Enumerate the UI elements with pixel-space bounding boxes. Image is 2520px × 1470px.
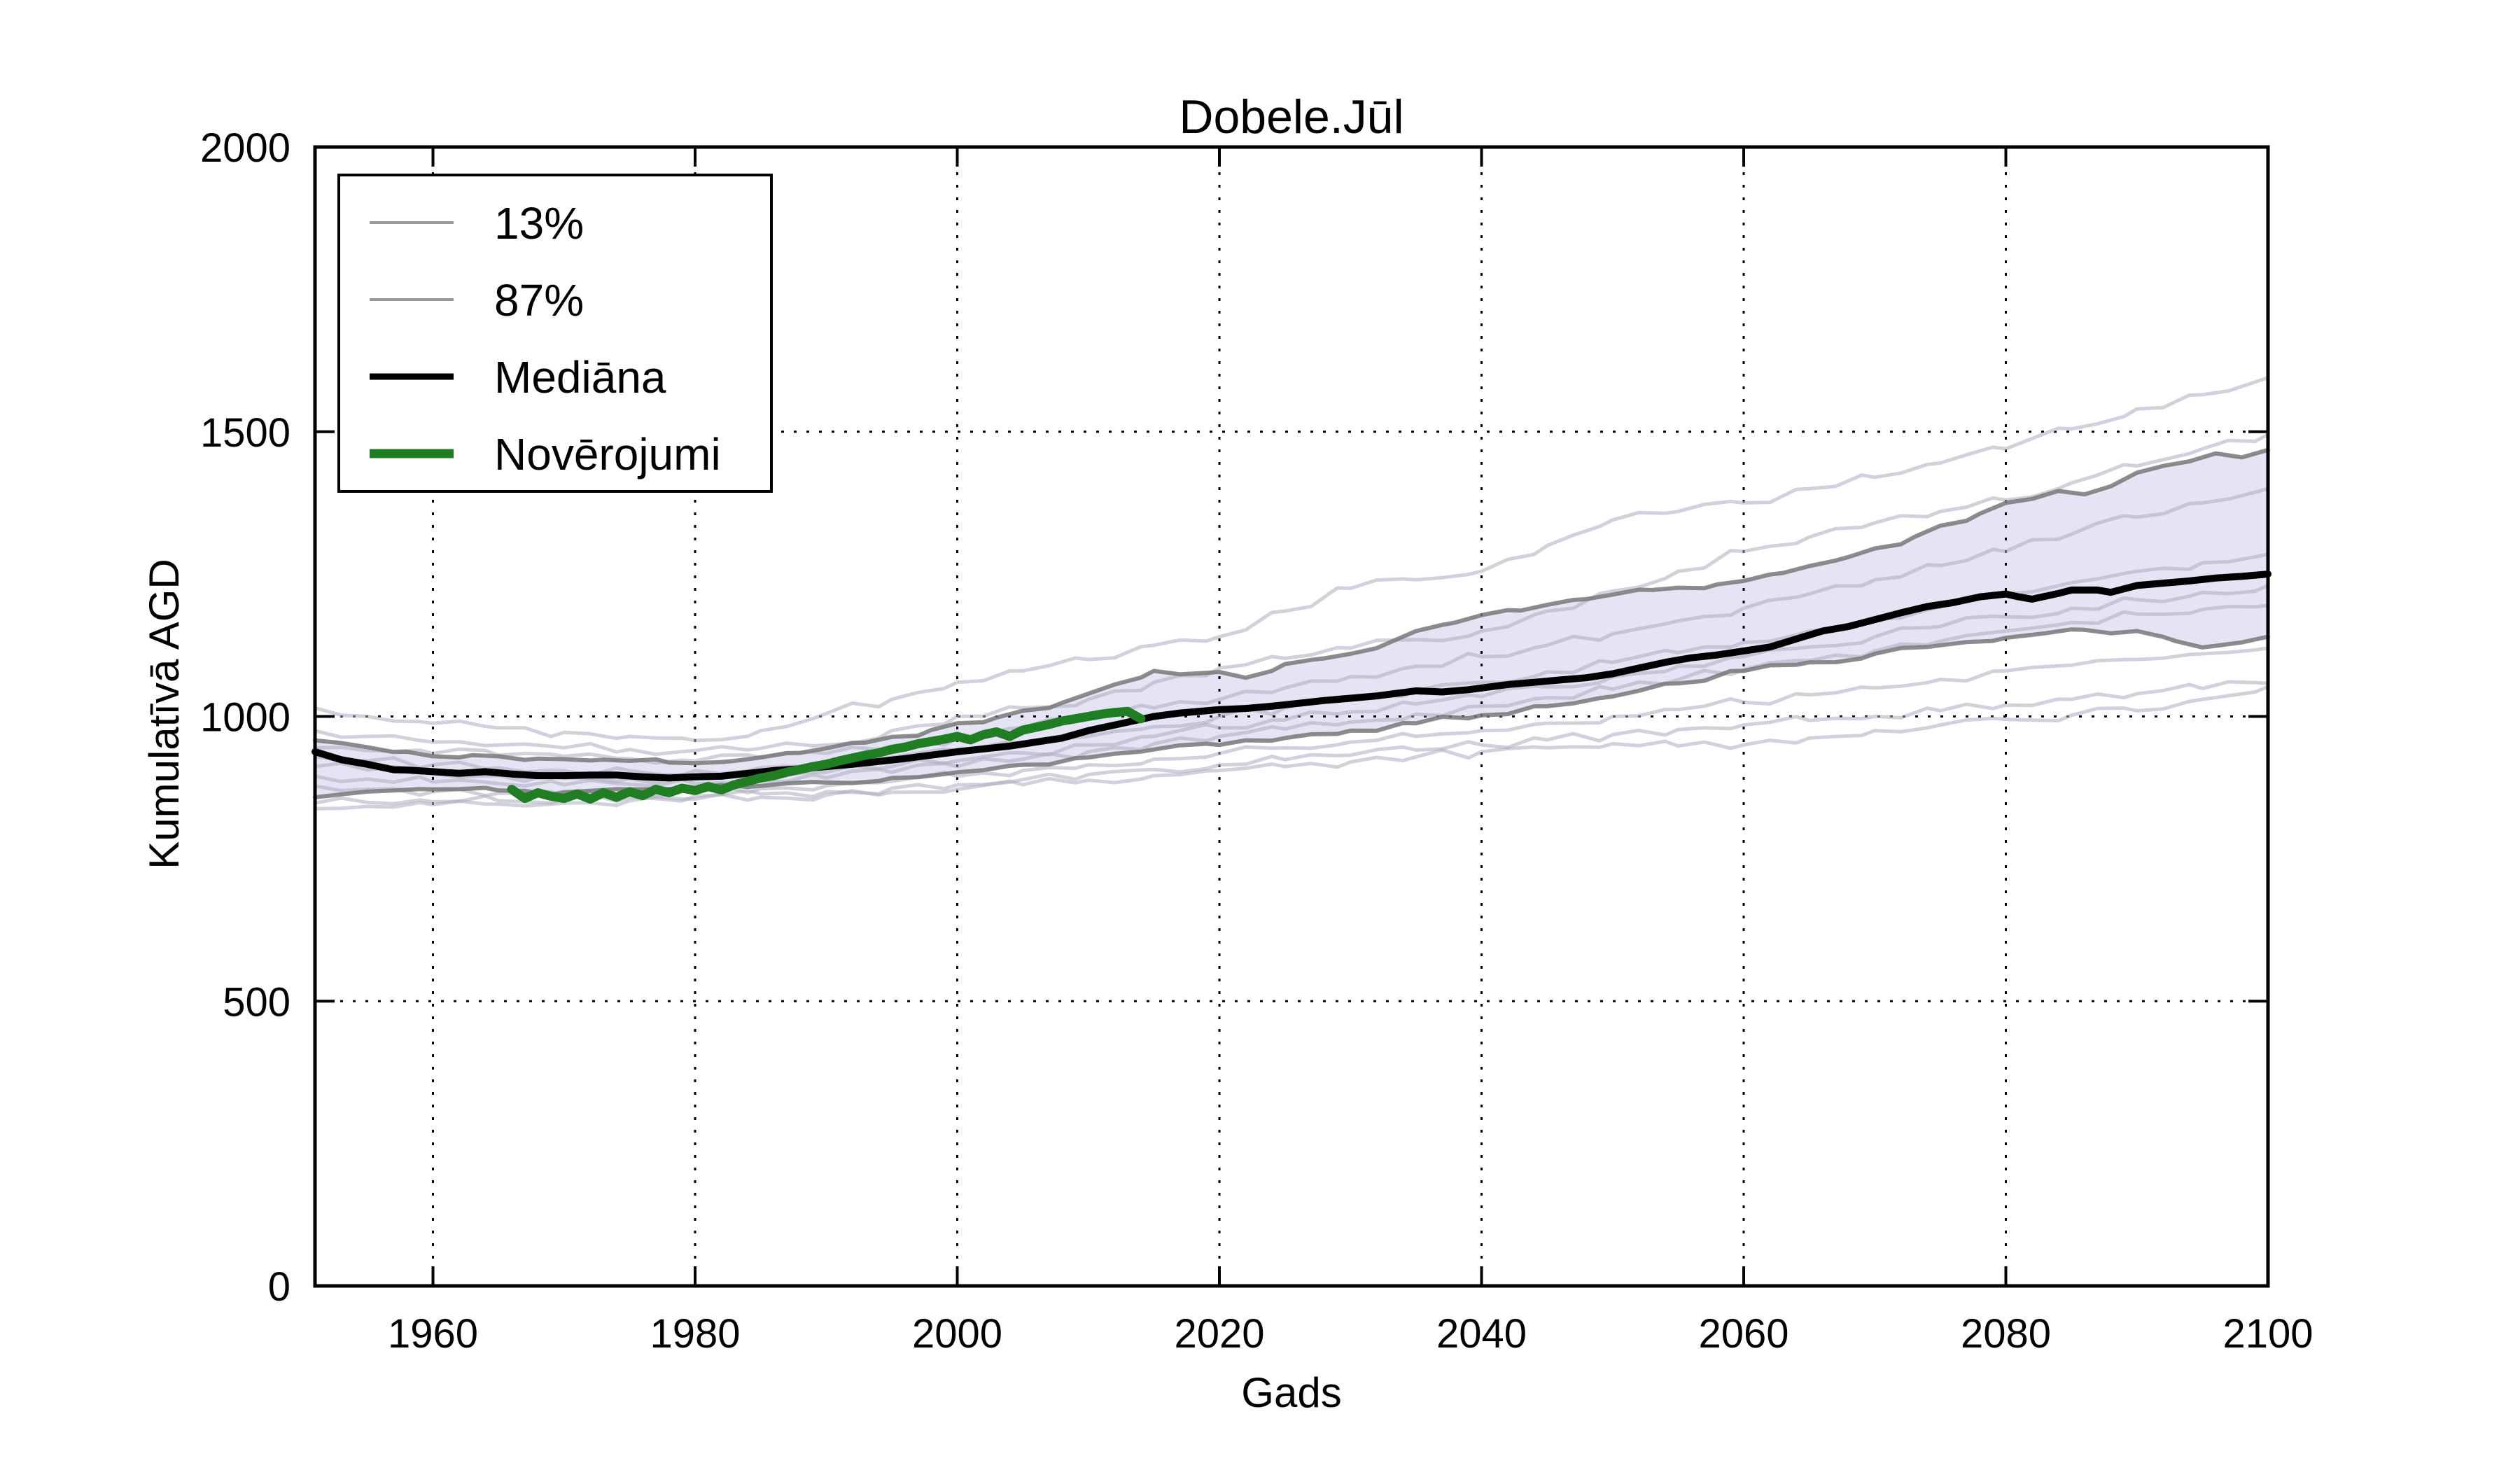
ensemble-2-line xyxy=(313,433,2270,756)
x-tick-label-2080: 2080 xyxy=(1961,1311,2051,1357)
legend-item-label: Mediāna xyxy=(494,352,666,402)
x-tick-label-2020: 2020 xyxy=(1174,1311,1264,1357)
percentile-87-line xyxy=(313,447,2270,766)
y-tick-label-0: 0 xyxy=(268,1264,290,1310)
observations-line xyxy=(507,706,1146,804)
x-axis-label: Gads xyxy=(1241,1369,1341,1416)
ensemble-lines xyxy=(313,376,2270,811)
ensemble-3-line xyxy=(313,486,2270,765)
legend-box xyxy=(337,174,773,493)
y-axis-label: Kumulatīvā AGD xyxy=(141,559,188,869)
legend-item-label: 13% xyxy=(494,198,584,248)
y-tick-label-1500: 1500 xyxy=(200,410,290,456)
x-tick-label-1980: 1980 xyxy=(650,1311,741,1357)
y-tick-label-1000: 1000 xyxy=(200,695,290,741)
legend-item-label: 87% xyxy=(494,275,584,326)
x-tick-label-2100: 2100 xyxy=(2222,1311,2313,1357)
y-tick-label-2000: 2000 xyxy=(200,125,290,171)
observations-polyline xyxy=(507,706,1146,804)
legend: 13% 87% Mediāna Novērojumi xyxy=(337,174,773,493)
x-axis-tick-labels: 1960 1980 2000 2020 2040 2060 2080 2100 xyxy=(388,1311,2314,1357)
legend-item: Mediāna xyxy=(370,352,666,402)
ensemble-9-line xyxy=(313,685,2270,811)
x-tick-label-2000: 2000 xyxy=(912,1311,1002,1357)
legend-item-label: Novērojumi xyxy=(494,429,721,479)
legend-item: 13% xyxy=(370,198,584,248)
legend-item: Novērojumi xyxy=(370,429,721,479)
y-tick-label-500: 500 xyxy=(223,979,290,1025)
median-polyline xyxy=(312,570,2272,782)
ensemble-6-line xyxy=(313,603,2270,788)
y-axis-tick-labels: 0 500 1000 1500 2000 xyxy=(200,125,290,1310)
axis-ticks xyxy=(315,146,2269,1287)
legend-item: 87% xyxy=(370,275,584,326)
ensemble-1-line xyxy=(313,376,2270,743)
x-tick-label-1960: 1960 xyxy=(388,1311,478,1357)
x-tick-label-2040: 2040 xyxy=(1436,1311,1527,1357)
ensemble-5-line xyxy=(313,583,2270,785)
median-line xyxy=(312,570,2272,782)
x-tick-label-2060: 2060 xyxy=(1698,1311,1788,1357)
chart-title: Dobele.Jūl xyxy=(1179,90,1404,144)
